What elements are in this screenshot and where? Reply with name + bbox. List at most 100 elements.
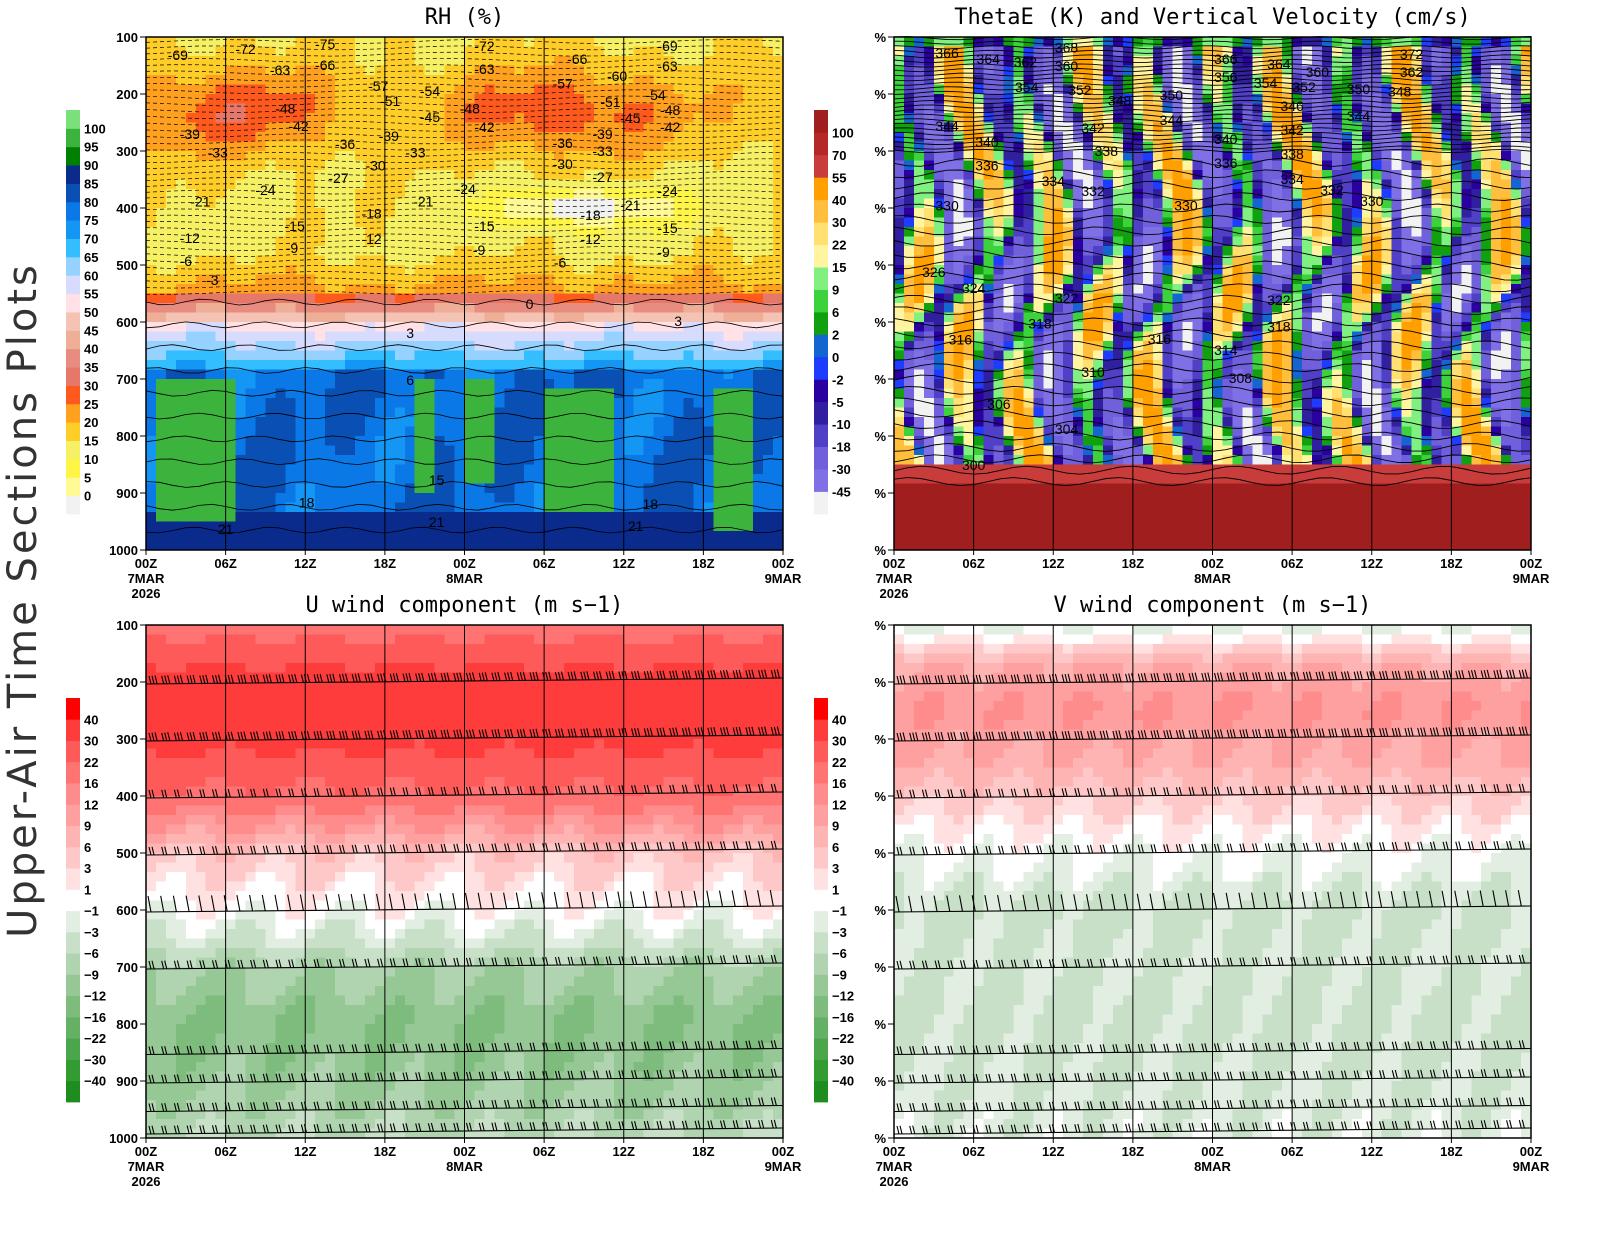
field-cell bbox=[185, 531, 197, 542]
field-cell bbox=[534, 179, 545, 190]
field-cell bbox=[593, 141, 605, 152]
field-cell bbox=[474, 75, 486, 86]
field-cell bbox=[215, 113, 227, 124]
field-cell bbox=[205, 113, 217, 124]
field-cell bbox=[1371, 179, 1383, 190]
field-cell bbox=[763, 141, 774, 152]
field-cell bbox=[265, 217, 276, 228]
field-cell bbox=[733, 350, 744, 361]
field-cell bbox=[514, 436, 525, 447]
field-cell bbox=[683, 265, 695, 276]
field-cell bbox=[444, 160, 456, 171]
field-cell bbox=[1391, 84, 1403, 95]
field-cell bbox=[723, 426, 734, 437]
field-cell bbox=[1511, 179, 1522, 190]
field-cell bbox=[544, 75, 555, 86]
field-cell bbox=[703, 483, 714, 494]
field-cell bbox=[564, 227, 575, 238]
field-cell bbox=[175, 122, 187, 133]
field-cell bbox=[763, 56, 774, 67]
field-cell bbox=[593, 94, 605, 105]
field-cell bbox=[265, 37, 276, 48]
field-cell bbox=[156, 65, 167, 76]
field-cell bbox=[633, 265, 645, 276]
field-cell bbox=[723, 265, 734, 276]
field-cell bbox=[713, 284, 724, 295]
field-cell bbox=[583, 65, 595, 76]
field-cell bbox=[673, 293, 685, 304]
field-cell bbox=[623, 236, 635, 247]
field-cell bbox=[175, 246, 187, 257]
field-cell bbox=[404, 56, 416, 67]
field-cell bbox=[235, 151, 247, 162]
field-cell bbox=[275, 284, 286, 295]
field-cell bbox=[235, 331, 247, 342]
field-cell bbox=[414, 360, 426, 371]
field-cell bbox=[335, 246, 346, 257]
field-cell bbox=[544, 303, 555, 314]
field-cell bbox=[1242, 37, 1253, 48]
field-cell bbox=[146, 407, 157, 418]
field-cell bbox=[773, 369, 784, 380]
field-cell bbox=[185, 341, 197, 352]
field-cell bbox=[285, 455, 296, 466]
field-cell bbox=[255, 56, 267, 67]
field-cell bbox=[494, 445, 505, 456]
field-cell bbox=[454, 160, 466, 171]
field-cell bbox=[1063, 151, 1074, 162]
field-cell bbox=[494, 303, 505, 314]
field-cell bbox=[205, 445, 217, 456]
field-cell bbox=[603, 407, 615, 418]
field-cell bbox=[733, 360, 744, 371]
field-cell bbox=[384, 94, 396, 105]
field-cell bbox=[544, 246, 555, 257]
field-cell bbox=[225, 179, 237, 190]
field-cell bbox=[156, 189, 167, 200]
field-cell bbox=[1401, 75, 1413, 86]
field-cell bbox=[753, 531, 764, 542]
field-cell bbox=[1142, 122, 1154, 133]
field-cell bbox=[1262, 217, 1273, 228]
field-cell bbox=[245, 502, 257, 513]
field-cell bbox=[384, 141, 396, 152]
field-cell bbox=[215, 417, 227, 428]
field-cell bbox=[723, 369, 734, 380]
field-cell bbox=[1421, 46, 1433, 57]
field-cell bbox=[574, 122, 585, 133]
field-cell bbox=[683, 179, 695, 190]
field-cell bbox=[673, 369, 685, 380]
field-cell bbox=[424, 341, 436, 352]
field-cell bbox=[404, 426, 416, 437]
field-cell bbox=[583, 227, 595, 238]
field-cell bbox=[275, 407, 286, 418]
field-cell bbox=[165, 46, 177, 57]
field-cell bbox=[374, 455, 386, 466]
field-cell bbox=[593, 274, 605, 285]
field-cell bbox=[763, 445, 774, 456]
field-cell bbox=[963, 75, 975, 86]
field-cell bbox=[454, 217, 466, 228]
field-cell bbox=[275, 227, 286, 238]
field-cell bbox=[1302, 170, 1313, 181]
field-cell bbox=[156, 312, 167, 323]
field-cell bbox=[1371, 132, 1383, 143]
field-cell bbox=[1312, 151, 1323, 162]
field-cell bbox=[723, 170, 734, 181]
field-cell bbox=[165, 502, 177, 513]
field-cell bbox=[894, 103, 905, 114]
field-cell bbox=[583, 445, 595, 456]
field-cell bbox=[663, 265, 675, 276]
field-cell bbox=[1083, 179, 1094, 190]
field-cell bbox=[593, 170, 605, 181]
field-cell bbox=[983, 179, 995, 190]
field-cell bbox=[1083, 75, 1094, 86]
field-cell bbox=[1222, 160, 1234, 171]
field-cell bbox=[504, 84, 515, 95]
field-cell bbox=[733, 65, 744, 76]
field-cell bbox=[345, 360, 356, 371]
field-cell bbox=[693, 540, 704, 551]
field-cell bbox=[933, 170, 945, 181]
field-cell bbox=[245, 417, 257, 428]
field-cell bbox=[643, 227, 655, 238]
field-cell bbox=[335, 170, 346, 181]
